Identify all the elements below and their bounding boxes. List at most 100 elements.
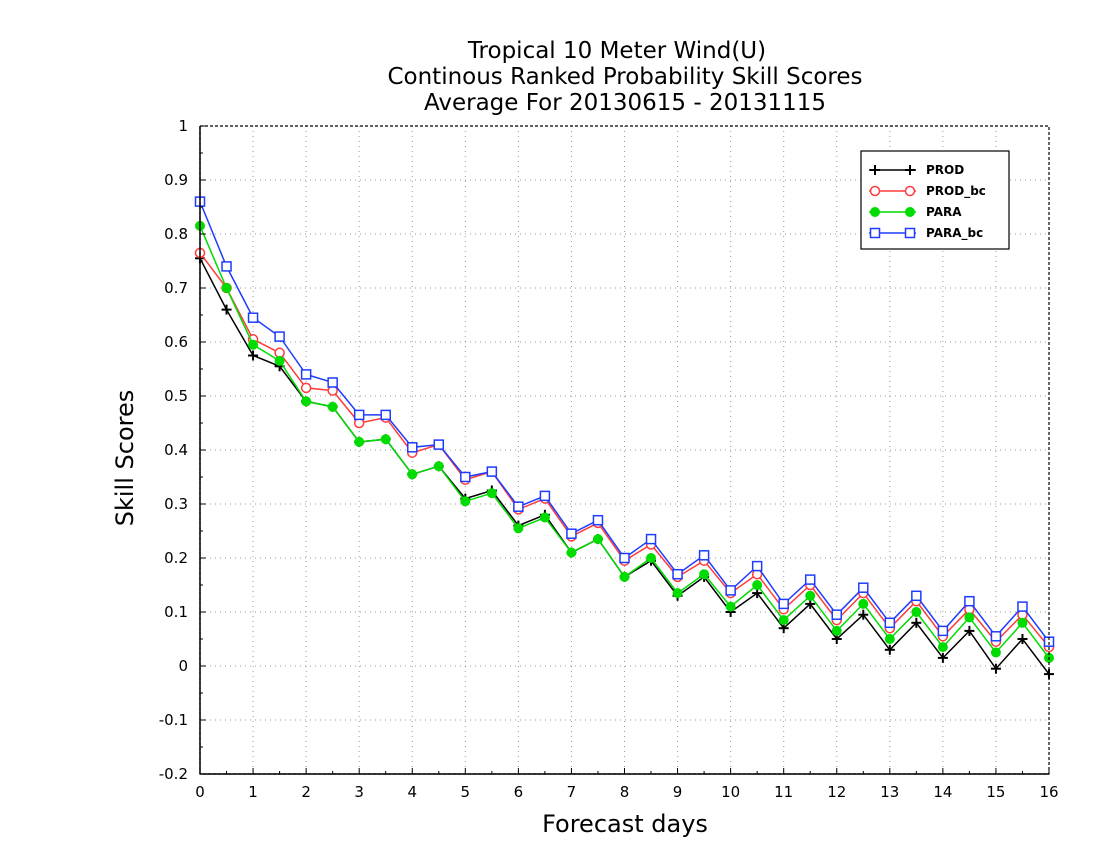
series-para-bc: [194, 196, 1055, 647]
data-point-para: [433, 461, 444, 472]
series-layer: [194, 196, 1055, 680]
data-point-para: [831, 625, 842, 636]
data-point-para: [911, 607, 922, 617]
data-point-para-bc: [937, 625, 949, 637]
x-tick-label: 2: [301, 783, 311, 801]
data-point-para: [327, 401, 338, 412]
data-point-para: [513, 523, 524, 534]
y-tick-label: -0.2: [159, 765, 188, 783]
legend-marker: [905, 165, 915, 175]
x-tick-label: 14: [933, 783, 952, 801]
data-point-para-bc: [486, 466, 498, 477]
legend-marker: [870, 207, 880, 217]
data-point-para-bc: [778, 598, 789, 610]
data-point-prod: [221, 304, 232, 315]
data-point-para-bc: [221, 261, 232, 272]
title-line-3: Average For 20130615 - 20131115: [424, 90, 826, 116]
data-point-para: [274, 355, 285, 366]
data-point-para: [354, 436, 365, 447]
legend-marker: [904, 185, 916, 197]
data-point-prod: [884, 644, 895, 655]
data-point-para-bc: [645, 533, 657, 545]
data-point-para: [380, 434, 391, 445]
x-tick-label: 0: [195, 783, 205, 801]
x-tick-label: 12: [827, 783, 846, 801]
data-point-para: [539, 512, 550, 523]
data-point-prod: [248, 350, 259, 361]
data-point-prod: [858, 609, 869, 620]
data-point-para: [725, 601, 736, 612]
data-point-para-bc: [751, 560, 763, 572]
data-point-para-bc: [831, 609, 842, 620]
x-tick-label: 6: [514, 783, 524, 801]
y-tick-label: 0.1: [164, 603, 188, 621]
x-tick-label: 15: [986, 783, 1005, 801]
legend-label: PARA: [926, 205, 962, 219]
data-point-para-bc: [327, 377, 338, 388]
data-point-para-bc: [725, 585, 736, 596]
data-point-para-bc: [353, 409, 365, 421]
y-axis-title: Skill Scores: [111, 390, 139, 527]
x-tick-label: 13: [880, 783, 899, 801]
x-tick-label: 10: [721, 783, 740, 801]
legend-marker: [869, 185, 881, 197]
data-point-para-bc: [539, 490, 551, 502]
plot-frame: [199, 125, 1050, 775]
x-tick-labels: 0 1 2 3 4 5 6 7 8 9 10 11 12 13 14 15 16: [195, 783, 1058, 801]
y-tick-label: -0.1: [159, 711, 188, 729]
y-tick-label: 0.6: [164, 333, 188, 351]
x-tick-label: 1: [248, 783, 258, 801]
data-point-para: [646, 553, 657, 563]
data-point-para-bc: [247, 312, 259, 323]
data-point-para: [990, 647, 1001, 658]
series-para: [195, 220, 1054, 663]
data-point-para-bc: [619, 552, 630, 564]
data-point-para: [699, 569, 710, 580]
data-point-para-bc: [990, 631, 1002, 642]
legend-item-prod: PROD: [869, 163, 964, 177]
legend-marker: [904, 227, 916, 239]
data-point-prod: [964, 625, 975, 636]
data-point-para-bc: [592, 514, 604, 526]
data-point-para: [592, 534, 603, 545]
data-point-para-bc: [964, 595, 975, 607]
legend-label: PROD: [926, 163, 964, 177]
data-point-para: [937, 642, 948, 653]
data-point-para-bc: [380, 409, 391, 421]
y-tick-label: 0.8: [164, 225, 188, 243]
data-point-para: [858, 598, 869, 609]
data-point-para: [752, 580, 763, 590]
legend-marker: [905, 207, 915, 217]
data-point-para: [805, 590, 816, 601]
y-tick-label: 0.4: [164, 441, 188, 459]
data-point-para: [1017, 617, 1028, 628]
data-point-para: [460, 496, 471, 507]
x-tick-label: 5: [461, 783, 471, 801]
data-point-para-bc: [460, 471, 471, 483]
y-tick-label: 1: [178, 117, 188, 135]
data-point-para-bc: [513, 501, 524, 512]
y-tick-label: 0.7: [164, 279, 188, 297]
data-point-para: [486, 488, 497, 499]
data-point-para-bc: [884, 617, 896, 629]
data-point-para-bc: [804, 574, 816, 585]
legend-label: PROD_bc: [926, 184, 986, 199]
title-line-2: Continous Ranked Probability Skill Score…: [387, 64, 862, 90]
data-point-para: [964, 612, 975, 623]
data-point-para: [566, 547, 577, 558]
y-tick-label: 0: [178, 657, 188, 675]
y-tick-label: 0.2: [164, 549, 188, 567]
legend-item-para-bc: PARA_bc: [869, 226, 983, 241]
x-tick-label: 7: [567, 783, 577, 801]
legend-marker: [870, 165, 880, 175]
y-tick-label: 0.9: [164, 171, 188, 189]
data-point-para: [619, 571, 630, 582]
x-tick-label: 11: [774, 783, 793, 801]
data-point-para-bc: [1017, 601, 1028, 612]
y-tick-label: 0.3: [164, 495, 188, 513]
chart-title: Tropical 10 Meter Wind(U) Continous Rank…: [387, 38, 862, 116]
data-point-para: [221, 283, 232, 293]
x-tick-label: 9: [673, 783, 683, 801]
